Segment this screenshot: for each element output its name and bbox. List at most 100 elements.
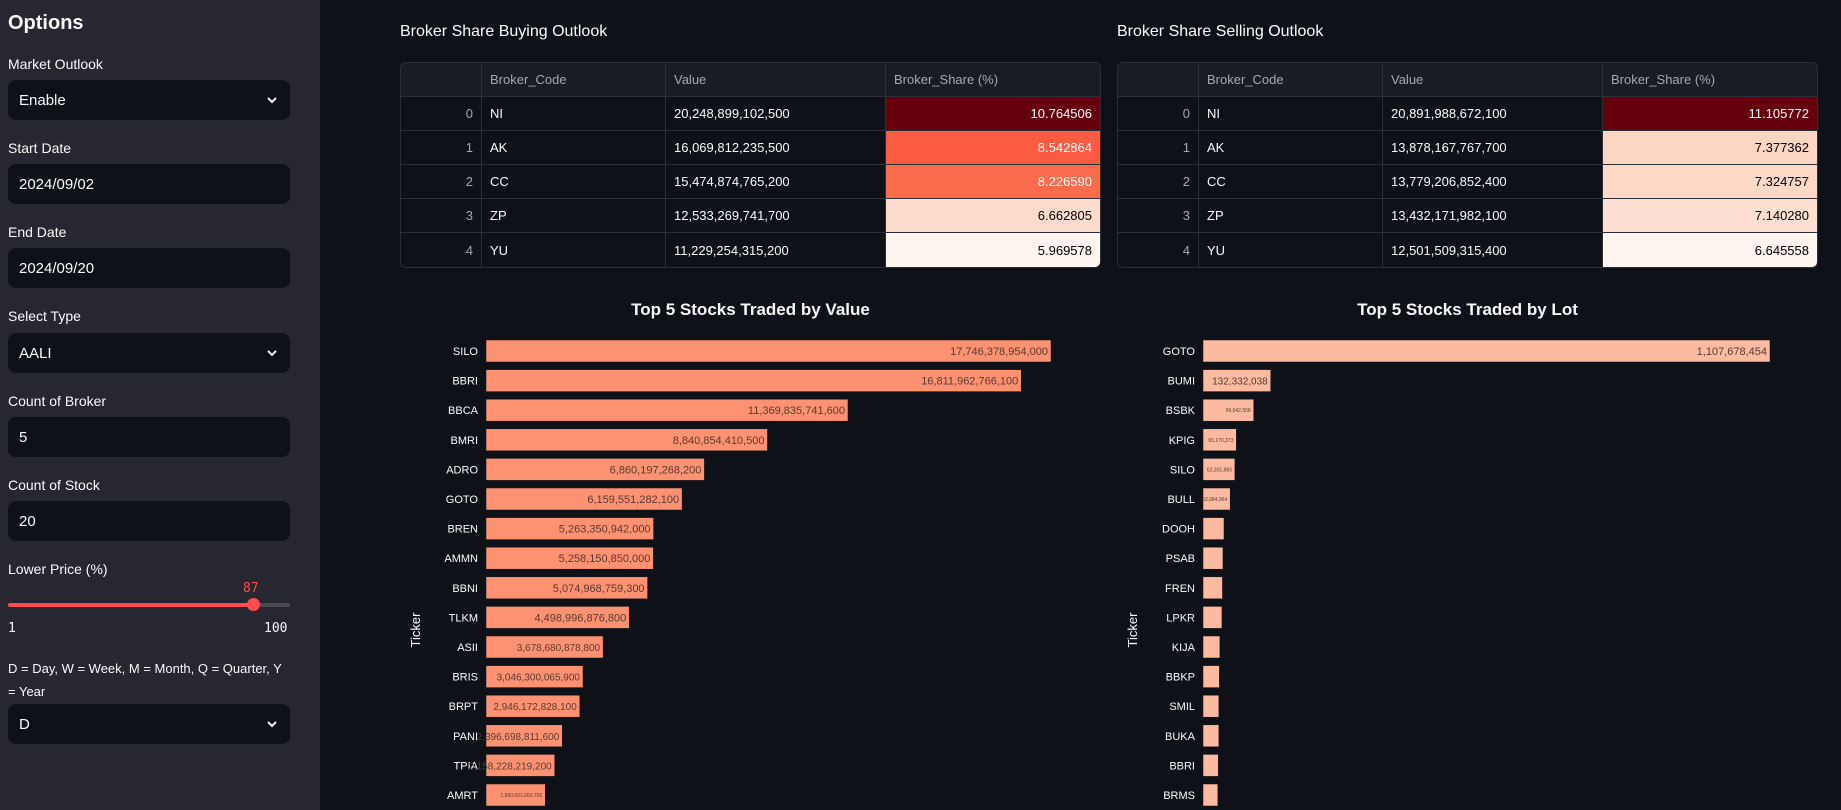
table-row: 4 YU 11,229,254,315,200 5.969578 xyxy=(401,233,1100,267)
column-header[interactable]: Broker_Code xyxy=(1199,63,1383,97)
chevron-down-icon xyxy=(267,721,277,728)
bar xyxy=(1202,724,1220,748)
tick-label: BBCA xyxy=(448,405,479,417)
start-date-input[interactable]: 2024/09/02 xyxy=(8,164,290,204)
bar xyxy=(1202,694,1220,718)
bar xyxy=(1202,665,1220,688)
value-cell: 13,432,171,982,100 xyxy=(1383,199,1603,233)
bar xyxy=(1202,369,1271,392)
count-broker-value: 5 xyxy=(19,428,28,446)
market-outlook-select[interactable]: Enable xyxy=(8,80,290,120)
count-broker-input[interactable]: 5 xyxy=(8,417,290,457)
lower-price-slider[interactable] xyxy=(8,598,290,611)
period-value: D xyxy=(19,715,30,733)
broker-code: YU xyxy=(1199,233,1383,267)
tick-label: BSBK xyxy=(1166,405,1196,417)
share-cell: 8.226590 xyxy=(886,165,1100,199)
tick-label: PSAB xyxy=(1166,553,1195,565)
value-cell: 12,533,269,741,700 xyxy=(666,199,886,233)
data-label: 3,046,300,065,900 xyxy=(497,673,581,684)
tick-label: BULL xyxy=(1167,494,1195,506)
end-date-input[interactable]: 2024/09/20 xyxy=(8,248,290,288)
row-index: 0 xyxy=(401,97,482,131)
value-chart-title: Top 5 Stocks Traded by Value xyxy=(631,300,870,319)
bar xyxy=(1202,546,1224,570)
select-type-label: Select Type xyxy=(8,308,81,324)
tick-label: BUKA xyxy=(1165,731,1196,743)
value-chart: Ticker SILO 17,746,378,954,000 BBRI 16,811,9… xyxy=(408,339,1052,807)
table-row: 2 CC 13,779,206,852,400 7.324757 xyxy=(1118,165,1817,199)
share-cell: 7.324757 xyxy=(1603,165,1817,199)
data-label: 53,084,964 xyxy=(1202,497,1227,503)
slider-thumb[interactable] xyxy=(246,598,260,611)
bar xyxy=(1202,487,1231,511)
bar xyxy=(1202,783,1219,807)
column-header[interactable] xyxy=(401,63,482,97)
broker-code: CC xyxy=(482,165,666,199)
share-cell: 10.764506 xyxy=(886,97,1100,131)
selling-title: Broker Share Selling Outlook xyxy=(1117,23,1324,40)
table-row: 1 AK 13,878,167,767,700 7.377362 xyxy=(1118,131,1817,165)
start-date-label: Start Date xyxy=(8,140,72,156)
value-cell: 16,069,812,235,500 xyxy=(666,131,886,165)
chevron-down-icon xyxy=(267,97,277,104)
bar xyxy=(485,369,1022,392)
sidebar: Options Market Outlook Enable Start Date… xyxy=(0,0,320,810)
tick-label: SILO xyxy=(453,346,479,358)
bar xyxy=(485,576,648,600)
data-label: 5,074,968,759,300 xyxy=(553,583,645,595)
column-header[interactable] xyxy=(1118,63,1199,97)
tick-label: BREN xyxy=(447,524,478,536)
column-header[interactable]: Value xyxy=(1383,63,1603,97)
buying-table: Broker_Code Value Broker_Share (%) 0 NI 20… xyxy=(400,62,1101,268)
value-cell: 20,248,899,102,500 xyxy=(666,97,886,131)
end-date-label: End Date xyxy=(8,224,67,240)
broker-code: NI xyxy=(482,97,666,131)
slider-fill xyxy=(8,603,253,607)
table-row: 3 ZP 12,533,269,741,700 6.662805 xyxy=(401,199,1100,233)
data-label: 16,811,962,766,100 xyxy=(921,376,1018,388)
data-label: 3,678,680,878,800 xyxy=(517,643,601,654)
table-row: 3 ZP 13,432,171,982,100 7.140280 xyxy=(1118,199,1817,233)
end-date-value: 2024/09/20 xyxy=(19,259,95,277)
data-label: 5,263,350,942,000 xyxy=(559,524,651,536)
market-outlook-value: Enable xyxy=(19,91,66,109)
chevron-down-icon xyxy=(267,350,277,357)
bar xyxy=(485,339,1052,363)
period-select[interactable]: D xyxy=(8,704,290,744)
tick-label: BBNI xyxy=(452,583,478,595)
column-header[interactable]: Broker_Share (%) xyxy=(1603,63,1817,97)
tick-label: DOOH xyxy=(1162,524,1195,536)
bar xyxy=(1202,576,1223,600)
data-label: 5,258,150,850,000 xyxy=(559,553,651,565)
tick-label: BBKP xyxy=(1166,672,1195,684)
row-index: 2 xyxy=(401,165,482,199)
share-cell: 7.377362 xyxy=(1603,131,1817,165)
data-label: 62,301,883 xyxy=(1207,467,1232,473)
column-header[interactable]: Broker_Code xyxy=(482,63,666,97)
data-label: 4,498,996,876,800 xyxy=(534,612,626,624)
column-header[interactable]: Broker_Share (%) xyxy=(886,63,1100,97)
table-row: 1 AK 16,069,812,235,500 8.542864 xyxy=(401,131,1100,165)
bar xyxy=(1202,428,1237,452)
tick-label: SMIL xyxy=(1169,701,1195,713)
broker-code: ZP xyxy=(1199,199,1383,233)
count-stock-input[interactable]: 20 xyxy=(8,501,290,541)
select-type-select[interactable]: AALI xyxy=(8,333,290,373)
tick-label: AMMN xyxy=(444,553,478,565)
tick-label: FREN xyxy=(1165,583,1195,595)
bar xyxy=(485,487,683,511)
table-row: 2 CC 15,474,874,765,200 8.226590 xyxy=(401,165,1100,199)
bar xyxy=(485,517,654,540)
bar xyxy=(485,635,604,659)
column-header[interactable]: Value xyxy=(666,63,886,97)
data-label: 8,840,854,410,500 xyxy=(673,435,765,447)
broker-code: YU xyxy=(482,233,666,267)
tick-label: GOTO xyxy=(446,494,479,506)
lower-price-max: 100 xyxy=(264,621,288,636)
tick-label: ASII xyxy=(457,642,478,654)
data-label: 2,946,172,828,100 xyxy=(493,702,577,713)
broker-code: CC xyxy=(1199,165,1383,199)
bar xyxy=(1202,606,1223,629)
data-label: 132,332,038 xyxy=(1212,377,1268,388)
